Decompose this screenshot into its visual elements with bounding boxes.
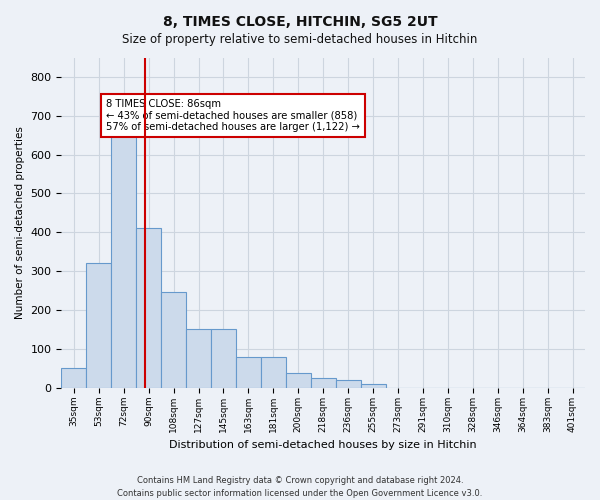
Bar	[361, 384, 386, 388]
Bar	[335, 380, 361, 388]
Bar	[286, 373, 311, 388]
Bar	[311, 378, 335, 388]
Bar	[211, 330, 236, 388]
Bar	[136, 228, 161, 388]
Bar	[186, 330, 211, 388]
Bar	[111, 132, 136, 388]
Title: 8, TIMES CLOSE, HITCHIN, SG5 2UT
Size of property relative to semi-detached hous: 8, TIMES CLOSE, HITCHIN, SG5 2UT Size of…	[0, 499, 1, 500]
Bar	[261, 356, 286, 388]
Text: 8, TIMES CLOSE, HITCHIN, SG5 2UT: 8, TIMES CLOSE, HITCHIN, SG5 2UT	[163, 15, 437, 29]
Y-axis label: Number of semi-detached properties: Number of semi-detached properties	[15, 126, 25, 319]
Text: Contains HM Land Registry data © Crown copyright and database right 2024.
Contai: Contains HM Land Registry data © Crown c…	[118, 476, 482, 498]
Text: 8 TIMES CLOSE: 86sqm
← 43% of semi-detached houses are smaller (858)
57% of semi: 8 TIMES CLOSE: 86sqm ← 43% of semi-detac…	[106, 99, 360, 132]
X-axis label: Distribution of semi-detached houses by size in Hitchin: Distribution of semi-detached houses by …	[169, 440, 477, 450]
Bar	[86, 264, 111, 388]
Text: Size of property relative to semi-detached houses in Hitchin: Size of property relative to semi-detach…	[122, 32, 478, 46]
Bar	[236, 356, 261, 388]
Bar	[161, 292, 186, 388]
Bar	[61, 368, 86, 388]
